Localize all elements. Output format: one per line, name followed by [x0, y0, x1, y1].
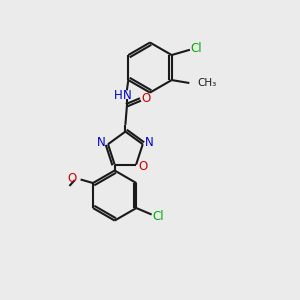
Text: Cl: Cl — [190, 42, 202, 55]
Text: O: O — [138, 160, 147, 172]
Text: H: H — [114, 89, 123, 102]
Text: O: O — [141, 92, 150, 105]
Text: Cl: Cl — [152, 210, 164, 223]
Text: N: N — [145, 136, 154, 149]
Text: N: N — [97, 136, 106, 149]
Text: O: O — [67, 172, 76, 185]
Text: N: N — [122, 89, 131, 102]
Text: CH₃: CH₃ — [198, 78, 217, 88]
